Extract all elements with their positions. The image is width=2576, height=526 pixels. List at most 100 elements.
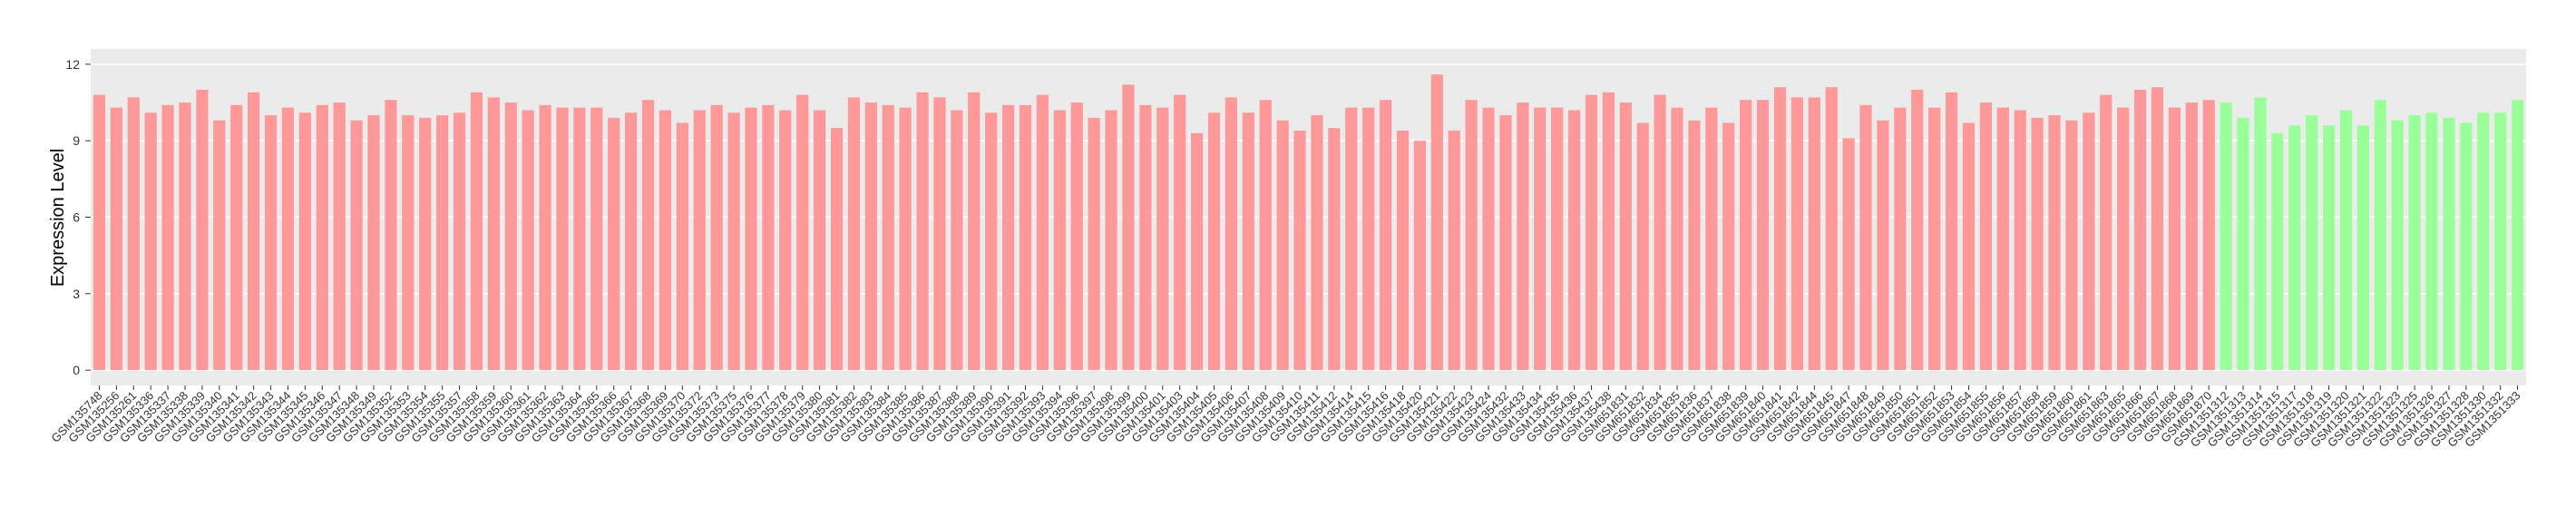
bar bbox=[298, 112, 311, 371]
bar bbox=[2460, 122, 2473, 371]
bar bbox=[2220, 102, 2232, 371]
bar bbox=[1122, 84, 1135, 371]
bar bbox=[779, 110, 792, 371]
bar bbox=[367, 115, 380, 371]
bar bbox=[110, 107, 122, 371]
bar bbox=[951, 110, 963, 371]
bar bbox=[2356, 125, 2369, 371]
bar bbox=[762, 104, 775, 371]
bar bbox=[1567, 110, 1581, 371]
bar bbox=[2168, 107, 2181, 371]
bar bbox=[2083, 112, 2095, 371]
bar bbox=[916, 92, 929, 371]
bar bbox=[419, 117, 432, 371]
bar bbox=[1379, 100, 1392, 371]
bar bbox=[1499, 115, 1512, 371]
bar bbox=[1962, 122, 1976, 371]
bar bbox=[864, 102, 877, 371]
bar bbox=[453, 112, 466, 371]
bar bbox=[1791, 97, 1804, 371]
bar bbox=[1517, 102, 1529, 371]
bar bbox=[1688, 120, 1701, 371]
bar bbox=[1088, 117, 1100, 371]
bar bbox=[1722, 122, 1735, 371]
bar bbox=[985, 112, 998, 371]
bar bbox=[1825, 87, 1838, 371]
bar bbox=[1602, 92, 1615, 371]
bar bbox=[2031, 117, 2044, 371]
bar bbox=[1328, 128, 1341, 371]
bar bbox=[813, 110, 826, 371]
bar bbox=[710, 104, 723, 371]
bar bbox=[1362, 107, 1375, 371]
bar bbox=[1276, 120, 1289, 371]
bar bbox=[2100, 94, 2113, 371]
bar bbox=[196, 89, 209, 371]
bar bbox=[676, 122, 688, 371]
bar bbox=[2254, 97, 2267, 371]
bar bbox=[127, 97, 140, 371]
bar bbox=[1036, 94, 1049, 371]
bar bbox=[1293, 130, 1306, 371]
bar bbox=[1242, 112, 1254, 371]
bar bbox=[2511, 100, 2524, 371]
bar bbox=[2374, 100, 2386, 371]
bar bbox=[2425, 112, 2438, 371]
bar bbox=[608, 117, 620, 371]
bar bbox=[1190, 132, 1204, 371]
y-tick-label: 6 bbox=[73, 210, 80, 225]
bar bbox=[402, 115, 415, 371]
bar bbox=[1585, 94, 1598, 371]
y-tick-label: 3 bbox=[73, 287, 80, 301]
bar bbox=[1174, 94, 1186, 371]
bar bbox=[624, 112, 638, 371]
bar bbox=[316, 104, 328, 371]
bar bbox=[1070, 102, 1083, 371]
bar bbox=[2339, 110, 2353, 371]
bar bbox=[1105, 110, 1117, 371]
bar bbox=[1465, 100, 1478, 371]
bar bbox=[2151, 87, 2164, 371]
bar bbox=[264, 115, 278, 371]
bar bbox=[179, 102, 191, 371]
bar bbox=[641, 100, 655, 371]
bar bbox=[1430, 74, 1443, 371]
bar bbox=[1979, 102, 1993, 371]
bar bbox=[1053, 110, 1066, 371]
bar bbox=[2288, 125, 2301, 371]
bar bbox=[1877, 120, 1889, 371]
bar bbox=[745, 107, 757, 371]
bar bbox=[1396, 130, 1410, 371]
bar bbox=[899, 107, 912, 371]
bar bbox=[556, 107, 569, 371]
bar bbox=[333, 102, 346, 371]
bar bbox=[436, 115, 449, 371]
bar bbox=[2048, 115, 2061, 371]
y-tick-label: 0 bbox=[73, 363, 80, 377]
bar bbox=[1894, 107, 1907, 371]
bar bbox=[1139, 104, 1152, 371]
bar bbox=[1808, 97, 1820, 371]
bar bbox=[1756, 100, 1770, 371]
bar bbox=[693, 110, 706, 371]
bar bbox=[2494, 112, 2507, 371]
bar bbox=[968, 92, 981, 371]
bar bbox=[2271, 132, 2284, 371]
bar bbox=[1482, 107, 1495, 371]
bar bbox=[796, 94, 809, 371]
bar bbox=[1928, 107, 1941, 371]
bar bbox=[2477, 112, 2490, 371]
bar bbox=[1019, 104, 1032, 371]
bar bbox=[281, 107, 295, 371]
bar bbox=[1619, 102, 1632, 371]
bar bbox=[1551, 107, 1564, 371]
bar bbox=[2322, 125, 2336, 371]
bar bbox=[470, 92, 483, 371]
bar bbox=[2202, 100, 2215, 371]
bar bbox=[1311, 115, 1323, 371]
bar bbox=[1773, 87, 1787, 371]
y-tick-label: 9 bbox=[73, 133, 80, 148]
bar bbox=[2185, 102, 2198, 371]
